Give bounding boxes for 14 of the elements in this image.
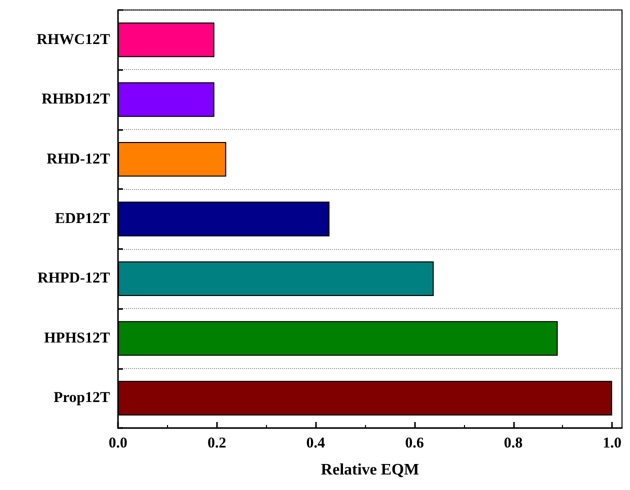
y-tick-label: RHD-12T <box>46 151 110 168</box>
x-tick-label: 0.2 <box>207 436 226 452</box>
x-axis-title: Relative EQM <box>320 462 420 478</box>
x-tick-label: 0.8 <box>504 436 523 452</box>
x-tick-label: 0.4 <box>306 436 326 452</box>
y-tick-label: RHPD-12T <box>38 270 110 287</box>
x-tick-label: 0.6 <box>405 436 424 452</box>
x-tick-label: 1.0 <box>602 436 622 452</box>
y-tick-label: RHBD12T <box>42 92 110 108</box>
x-tick-label: 0.0 <box>108 436 128 452</box>
y-tick-label: HPHS12T <box>44 330 110 346</box>
y-tick-label: EDP12T <box>54 211 110 227</box>
y-tick-label: RHWC12T <box>36 32 110 48</box>
y-tick-label: Prop12T <box>54 390 110 406</box>
